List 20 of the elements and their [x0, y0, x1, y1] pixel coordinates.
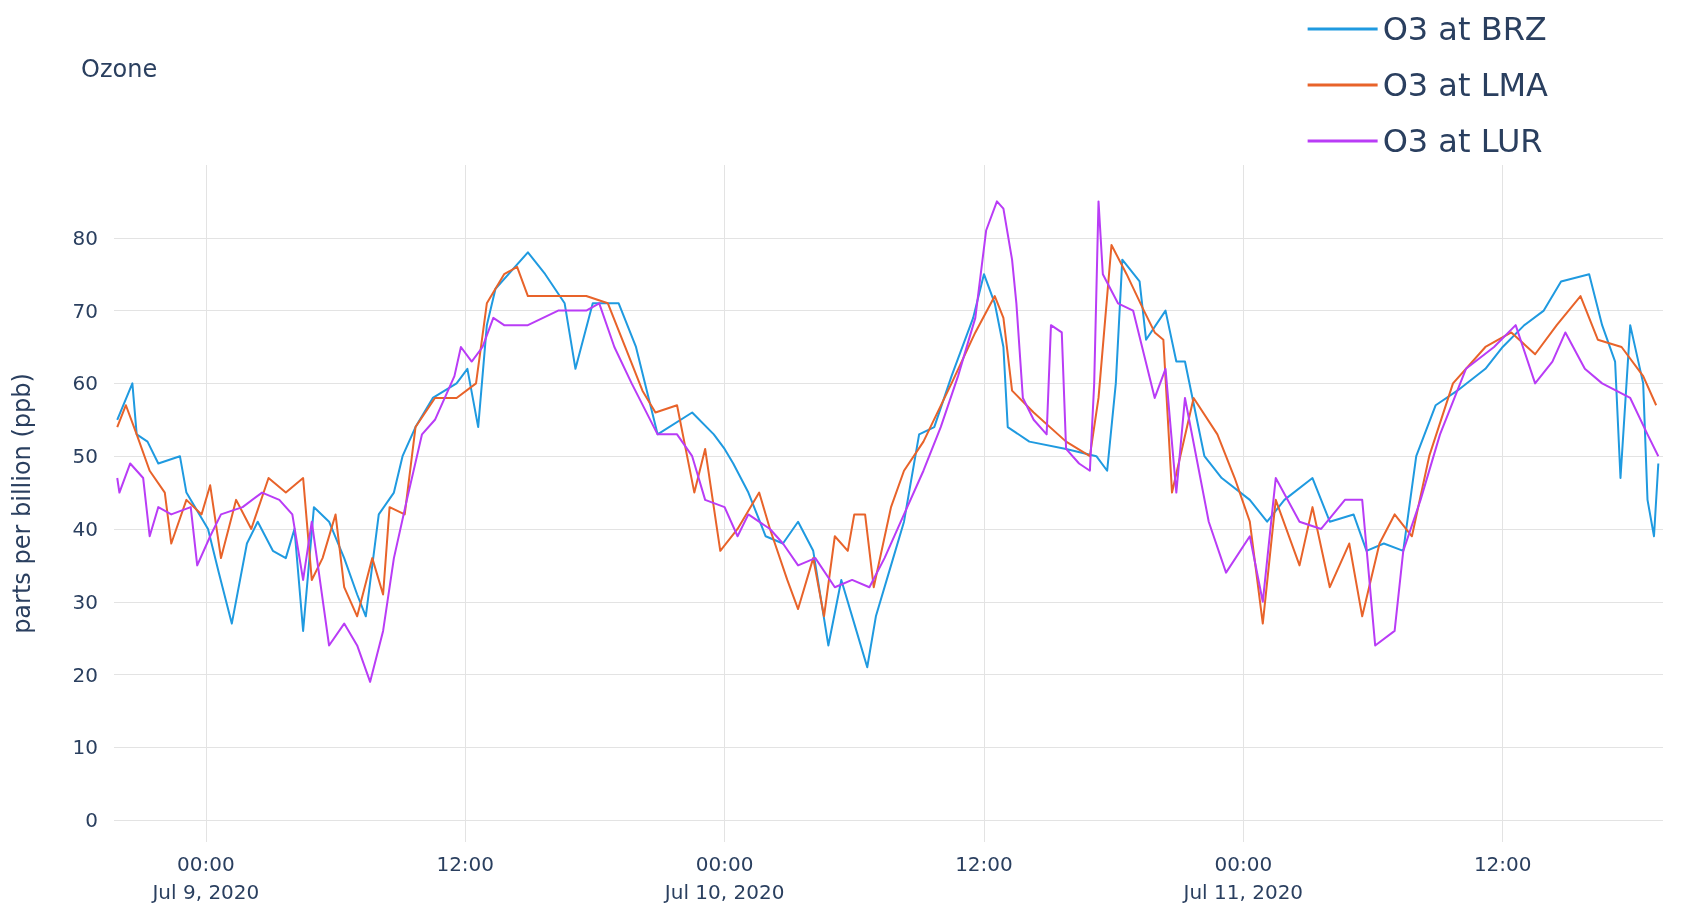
x-tick-label: 00:00 Jul 10, 2020 — [662, 852, 785, 904]
x-tick-label: 00:00 Jul 11, 2020 — [1181, 852, 1304, 904]
y-tick-label: 30 — [72, 589, 98, 614]
y-tick-label: 80 — [72, 225, 98, 250]
x-tick-label: 12:00 — [436, 852, 495, 876]
chart-title: Ozone — [81, 55, 158, 83]
legend-label: O3 at LMA — [1382, 66, 1549, 104]
y-tick-label: 0 — [85, 808, 98, 833]
x-tick-label: 12:00 — [955, 852, 1013, 876]
y-tick-label: 70 — [72, 298, 98, 323]
y-tick-label: 50 — [72, 444, 98, 469]
x-tick-label: 00:00 Jul 9, 2020 — [150, 852, 260, 904]
y-tick-label: 40 — [72, 516, 98, 541]
legend-label: O3 at LUR — [1382, 122, 1543, 160]
y-tick-label: 10 — [72, 735, 98, 760]
x-tick-label: 12:00 — [1473, 852, 1532, 876]
y-tick-label: 60 — [72, 371, 98, 396]
legend-label: O3 at BRZ — [1382, 10, 1547, 48]
y-axis-title: parts per billion (ppb) — [8, 373, 36, 634]
y-tick-label: 20 — [72, 662, 98, 687]
